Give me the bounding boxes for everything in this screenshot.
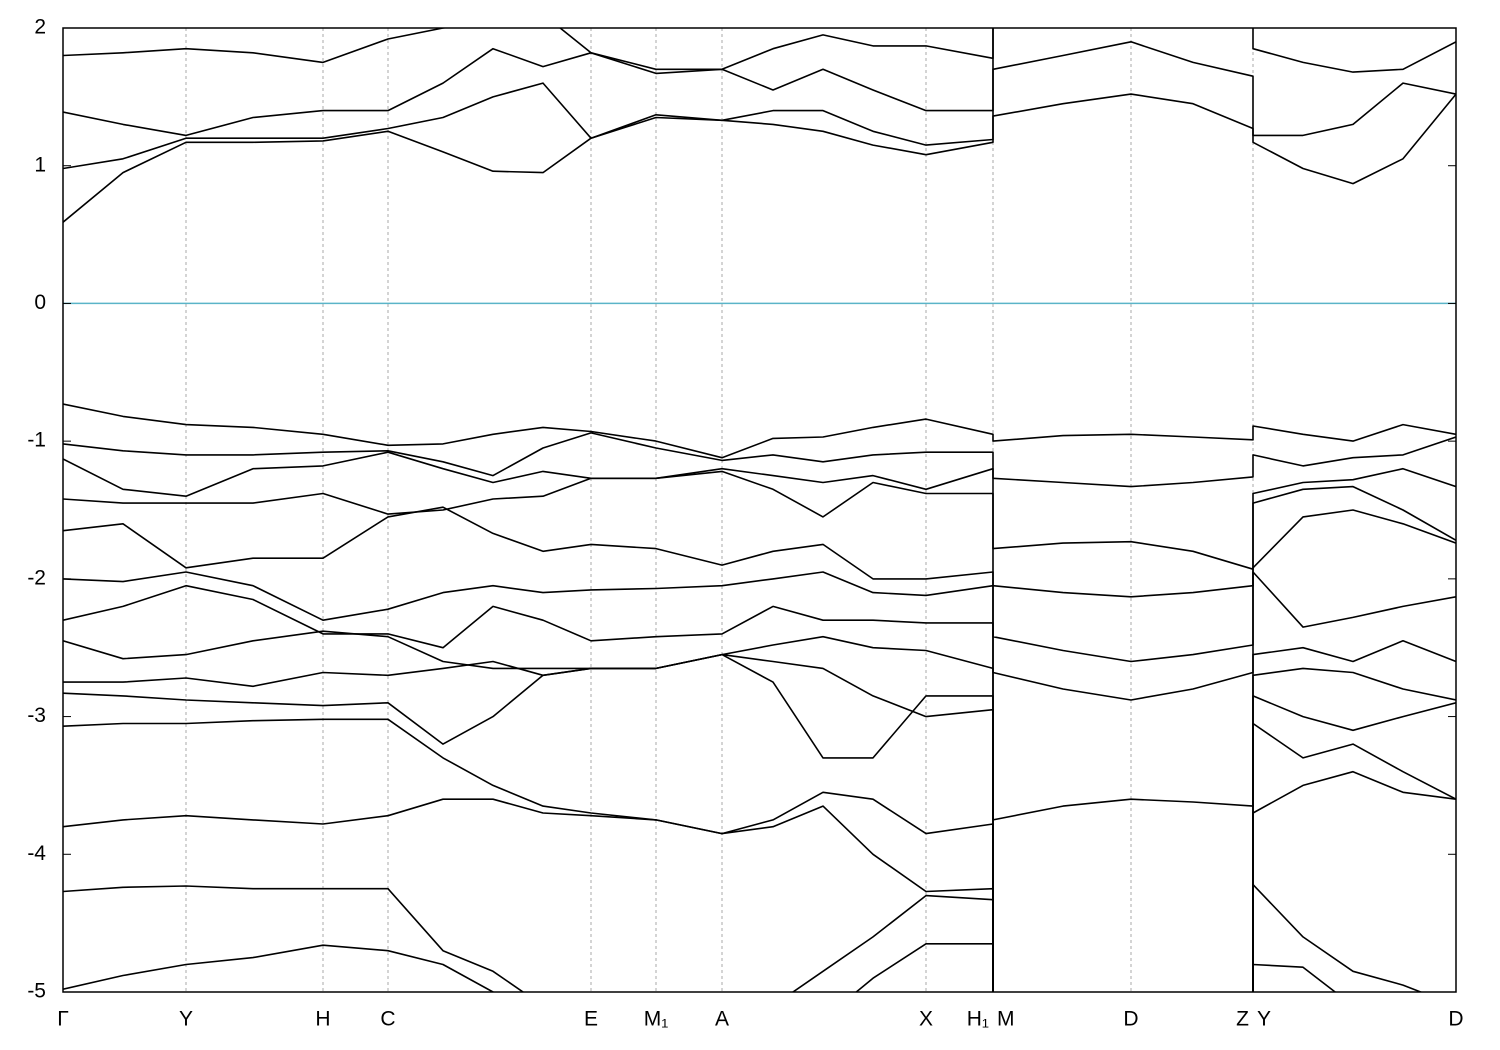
band-line: [63, 718, 1456, 992]
bands: [63, 28, 1456, 992]
band-line: [63, 451, 1456, 570]
band-line: [63, 28, 1456, 137]
x-tick-label: C: [380, 1008, 395, 1031]
band-line: [63, 885, 1337, 992]
band-line: [63, 943, 994, 992]
band-line: [63, 571, 1456, 701]
x-tick-label: D: [1448, 1008, 1463, 1031]
x-tick-label: H: [315, 1008, 330, 1031]
x-tick-label: M₁: [644, 1008, 669, 1031]
grid: [62, 28, 1457, 992]
y-tick-label: -4: [27, 842, 46, 865]
x-tick-label: D: [1123, 1008, 1138, 1031]
y-tick-label: -5: [27, 980, 46, 1003]
band-line: [63, 470, 1456, 598]
x-tick-label: H₁: [967, 1008, 989, 1031]
x-tick-label: Γ: [57, 1008, 69, 1031]
band-line: [63, 93, 1456, 223]
band-line: [63, 432, 1456, 488]
x-tick-label: A: [715, 1008, 729, 1031]
y-tick-label: 2: [34, 16, 46, 39]
band-line: [63, 630, 1456, 992]
band-line: [63, 653, 1456, 992]
plot-frame: [62, 27, 1457, 993]
x-tick-label: M: [997, 1008, 1015, 1031]
y-tick-label: -1: [27, 429, 46, 452]
x-tick-label: X: [919, 1008, 933, 1031]
y-tick-label: 1: [34, 153, 46, 176]
band-line: [63, 403, 1456, 459]
x-tick-label: Z: [1236, 1008, 1249, 1031]
y-tick-label: 0: [34, 291, 46, 314]
x-tick-label: E: [584, 1008, 598, 1031]
band-line: [63, 41, 1456, 170]
x-tick-label: Y: [179, 1008, 193, 1031]
x-tick-label: Y: [1257, 1008, 1271, 1031]
band-line: [63, 28, 994, 71]
y-tick-label: -3: [27, 704, 46, 727]
y-tick-label: -2: [27, 566, 46, 589]
band-line: [63, 798, 1423, 992]
band-line: [63, 653, 1456, 992]
